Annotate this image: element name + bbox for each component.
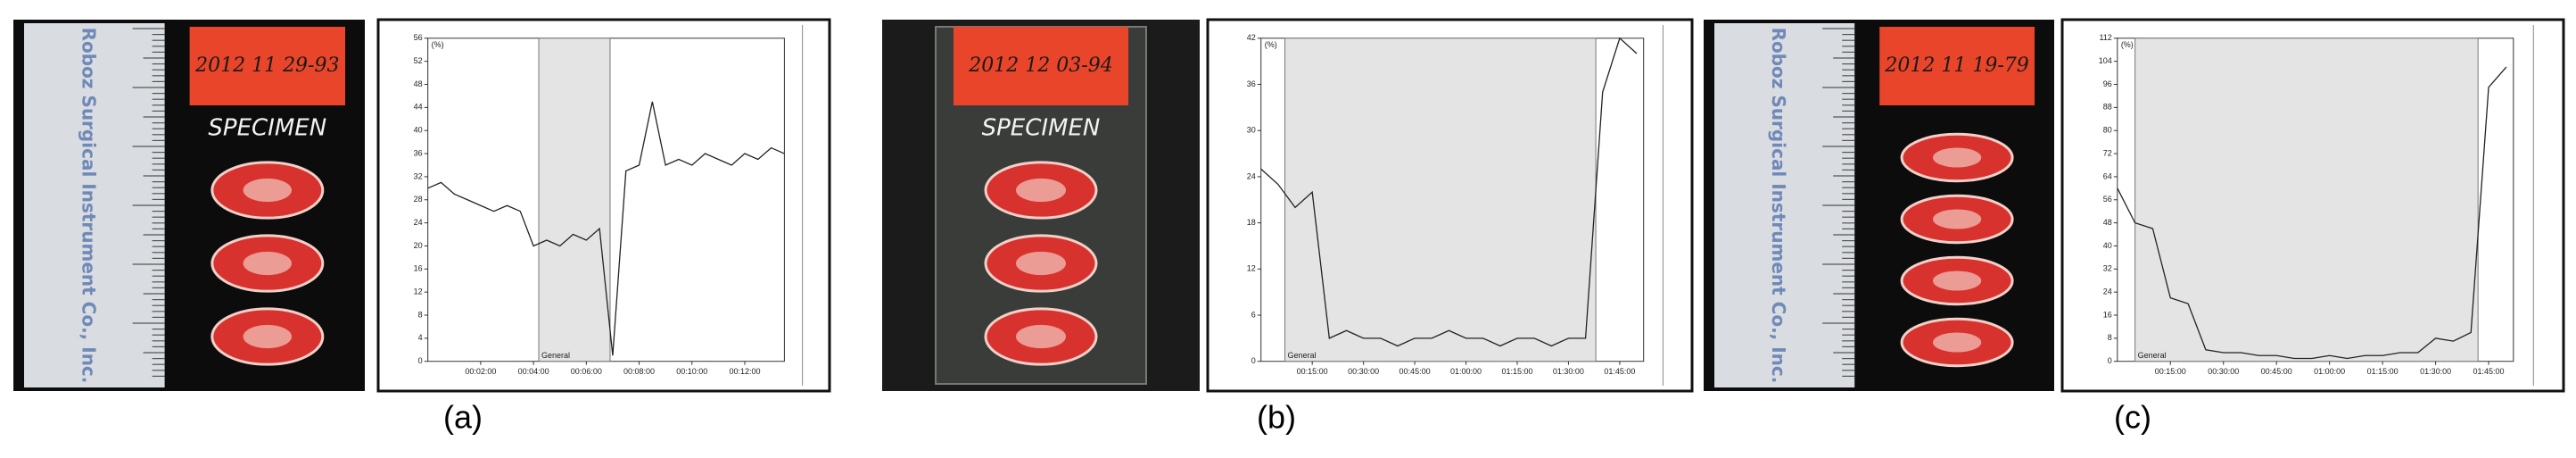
y-tick-label: 96 bbox=[2103, 79, 2112, 88]
shade-label: General bbox=[2138, 351, 2167, 360]
date-label-sticker bbox=[954, 27, 1128, 105]
x-tick-label: 01:30:00 bbox=[1553, 367, 1584, 376]
y-tick-label: 42 bbox=[1247, 33, 1256, 42]
x-tick-label: 01:15:00 bbox=[1501, 367, 1532, 376]
x-tick-label: 00:12:00 bbox=[729, 367, 760, 376]
y-tick-label: 40 bbox=[414, 126, 423, 135]
y-tick-label: 104 bbox=[2099, 56, 2112, 65]
y-tick-label: 112 bbox=[2099, 33, 2111, 42]
y-tick-label: 16 bbox=[414, 264, 423, 273]
x-tick-label: 00:08:00 bbox=[623, 367, 655, 376]
y-tick-label: 88 bbox=[2103, 103, 2112, 112]
y-tick-label: 24 bbox=[414, 218, 423, 227]
signal-line bbox=[2117, 66, 2507, 360]
y-tick-label: 56 bbox=[414, 33, 423, 42]
x-tick-label: 00:15:00 bbox=[2155, 367, 2186, 376]
signal-line bbox=[427, 101, 785, 356]
general-phase-shade bbox=[2134, 37, 2479, 362]
handwritten-date: 2012 12 03-94 bbox=[968, 54, 1112, 77]
x-tick-label: 00:15:00 bbox=[1297, 367, 1328, 376]
y-tick-label: 0 bbox=[2108, 356, 2112, 365]
ruler-text: Roboz Surgical Instrument Co., Inc. bbox=[1768, 28, 1789, 384]
x-tick-label: 01:00:00 bbox=[2314, 367, 2345, 376]
brain-slice-core bbox=[1016, 251, 1066, 276]
x-tick-label: 01:45:00 bbox=[1604, 367, 1635, 376]
y-tick-label: 6 bbox=[1251, 310, 1256, 319]
x-tick-label: 01:00:00 bbox=[1450, 367, 1482, 376]
x-tick-label: 00:45:00 bbox=[1399, 367, 1431, 376]
y-tick-label: 32 bbox=[2103, 264, 2112, 273]
brain-slice-core bbox=[1932, 147, 1982, 168]
y-axis-label: (%) bbox=[2121, 40, 2134, 49]
y-tick-label: 12 bbox=[1247, 264, 1256, 273]
y-tick-label: 30 bbox=[1247, 126, 1256, 135]
y-tick-label: 24 bbox=[1247, 171, 1256, 180]
x-tick-label: 00:30:00 bbox=[1348, 367, 1379, 376]
y-tick-label: 44 bbox=[414, 103, 423, 112]
x-tick-label: 01:15:00 bbox=[2367, 367, 2398, 376]
x-tick-label: 00:45:00 bbox=[2261, 367, 2292, 376]
x-tick-label: 00:06:00 bbox=[571, 367, 602, 376]
y-tick-label: 48 bbox=[2103, 218, 2112, 227]
x-tick-label: 01:30:00 bbox=[2420, 367, 2451, 376]
y-tick-label: 36 bbox=[414, 148, 423, 157]
brain-slice-core bbox=[1932, 209, 1982, 229]
date-label-sticker bbox=[1879, 27, 2035, 105]
specimen-text: SPECIMEN bbox=[982, 115, 1101, 142]
y-tick-label: 40 bbox=[2103, 241, 2112, 250]
y-tick-label: 48 bbox=[414, 79, 423, 88]
x-tick-label: 00:02:00 bbox=[465, 367, 496, 376]
y-tick-label: 52 bbox=[414, 56, 423, 65]
y-tick-label: 8 bbox=[418, 310, 423, 319]
y-tick-label: 18 bbox=[1247, 218, 1256, 227]
y-tick-label: 80 bbox=[2103, 126, 2112, 135]
handwritten-date: 2012 11 29-93 bbox=[194, 54, 339, 77]
y-tick-label: 24 bbox=[2103, 287, 2112, 296]
y-tick-label: 32 bbox=[414, 171, 423, 180]
specimen-text: SPECIMEN bbox=[208, 115, 326, 142]
shade-label: General bbox=[541, 351, 570, 360]
y-tick-label: 72 bbox=[2103, 148, 2112, 157]
y-tick-label: 16 bbox=[2103, 310, 2112, 319]
y-tick-label: 0 bbox=[418, 356, 423, 365]
ruler-text: Roboz Surgical Instrument Co., Inc. bbox=[78, 28, 99, 384]
brain-slice-core bbox=[1016, 324, 1066, 349]
brain-slice-core bbox=[1932, 332, 1982, 353]
brain-slice-core bbox=[1932, 271, 1982, 291]
x-tick-label: 00:04:00 bbox=[518, 367, 549, 376]
brain-slice-core bbox=[243, 251, 293, 276]
y-tick-label: 4 bbox=[418, 333, 423, 342]
brain-slice-core bbox=[1016, 178, 1066, 203]
y-tick-label: 12 bbox=[414, 287, 423, 296]
panel-label: (c) bbox=[2114, 399, 2151, 436]
y-tick-label: 64 bbox=[2103, 171, 2112, 180]
brain-slice-core bbox=[243, 324, 293, 349]
handwritten-date: 2012 11 19-79 bbox=[1884, 54, 2028, 77]
date-label-sticker bbox=[189, 27, 345, 105]
y-axis-label: (%) bbox=[432, 40, 444, 49]
y-tick-label: 28 bbox=[414, 195, 423, 204]
panel-label: (a) bbox=[443, 399, 483, 436]
y-axis-label: (%) bbox=[1265, 40, 1277, 49]
y-tick-label: 56 bbox=[2103, 195, 2112, 204]
general-phase-shade bbox=[1284, 37, 1597, 362]
y-tick-label: 20 bbox=[414, 241, 423, 250]
x-tick-label: 00:30:00 bbox=[2208, 367, 2239, 376]
signal-line bbox=[1260, 37, 1638, 347]
panel-label: (b) bbox=[1257, 399, 1296, 436]
y-tick-label: 36 bbox=[1247, 79, 1256, 88]
shade-label: General bbox=[1288, 351, 1317, 360]
general-phase-shade bbox=[538, 37, 611, 362]
brain-slice-core bbox=[243, 178, 293, 203]
x-tick-label: 00:10:00 bbox=[676, 367, 707, 376]
y-tick-label: 8 bbox=[2108, 333, 2112, 342]
x-tick-label: 01:45:00 bbox=[2473, 367, 2505, 376]
y-tick-label: 0 bbox=[1251, 356, 1256, 365]
